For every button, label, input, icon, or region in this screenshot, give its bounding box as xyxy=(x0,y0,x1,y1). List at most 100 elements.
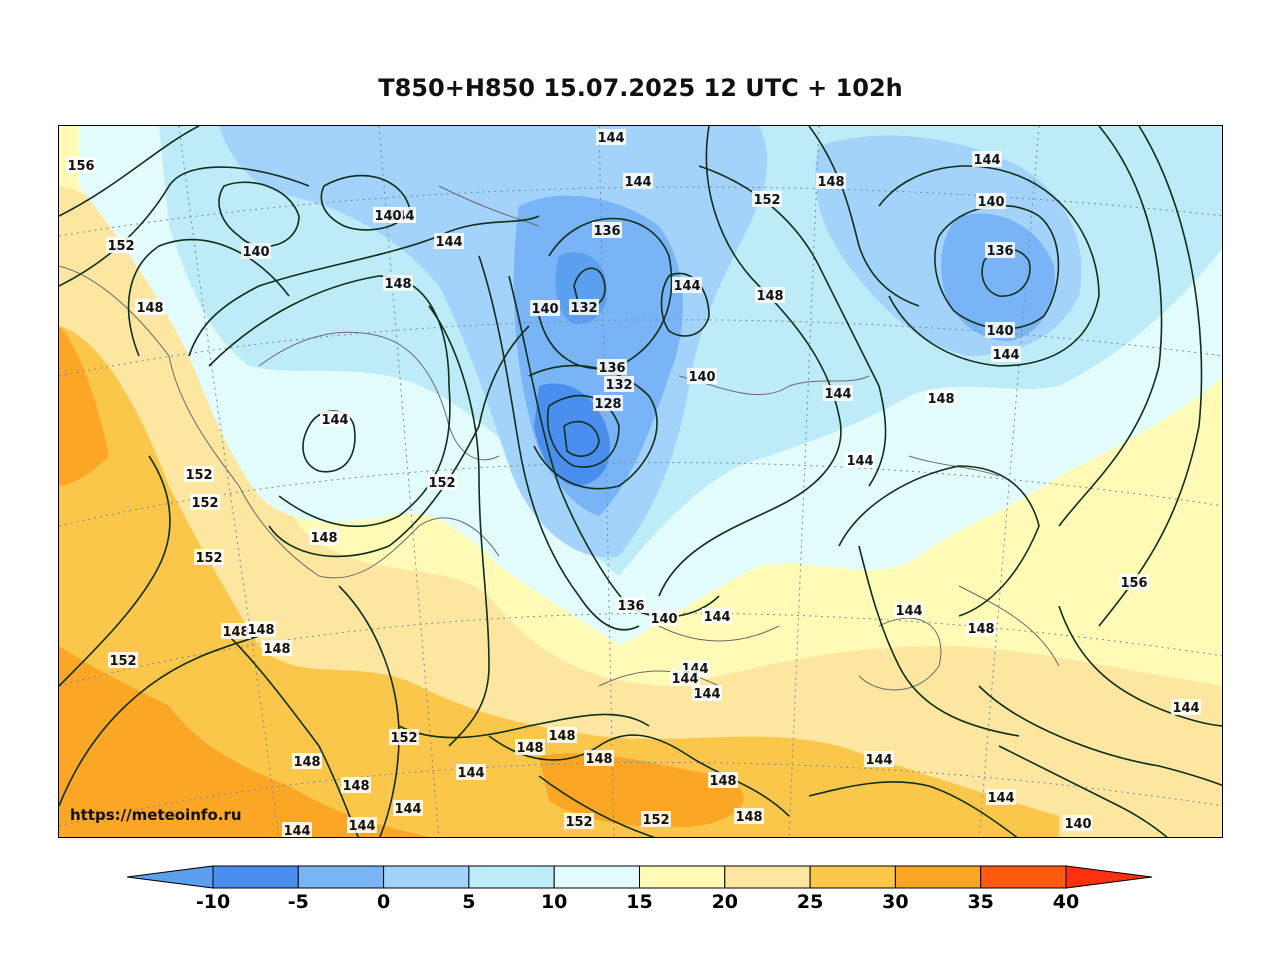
contour-label: 152 xyxy=(184,466,214,483)
colorbar-extend-high xyxy=(1065,865,1153,889)
contour-label: 132 xyxy=(604,376,634,393)
contour-label: 148 xyxy=(135,299,165,316)
svg-text:144: 144 xyxy=(435,235,462,250)
colorbar-tick-label: 25 xyxy=(796,891,824,913)
contour-label: 148 xyxy=(262,640,292,657)
contour-label: 156 xyxy=(1119,574,1149,591)
svg-text:144: 144 xyxy=(348,819,375,834)
svg-text:148: 148 xyxy=(735,810,762,825)
contour-label: 148 xyxy=(926,390,956,407)
svg-text:148: 148 xyxy=(222,625,249,640)
svg-text:136: 136 xyxy=(986,244,1013,259)
contour-label: 144 xyxy=(702,608,732,625)
contour-label: 144 xyxy=(692,685,722,702)
svg-text:152: 152 xyxy=(565,815,592,830)
contour-label: 152 xyxy=(190,494,220,511)
svg-text:144: 144 xyxy=(895,604,922,619)
contour-label: 144 xyxy=(1171,699,1201,716)
svg-text:140: 140 xyxy=(688,370,715,385)
contour-label: 140 xyxy=(241,243,271,260)
svg-text:152: 152 xyxy=(195,551,222,566)
svg-text:144: 144 xyxy=(703,610,730,625)
svg-text:144: 144 xyxy=(624,175,651,190)
contour-label: 128 xyxy=(593,395,623,412)
colorbar-extend-low xyxy=(126,865,214,889)
contour-label: 144 xyxy=(347,817,377,834)
contour-label: 144 xyxy=(456,764,486,781)
contour-label: 148 xyxy=(309,529,339,546)
svg-text:140: 140 xyxy=(531,302,558,317)
contour-label-layer: 156 152 148 140 144 144 144 140 144 152 … xyxy=(66,129,1201,838)
svg-text:144: 144 xyxy=(865,753,892,768)
svg-text:144: 144 xyxy=(992,348,1019,363)
svg-text:148: 148 xyxy=(263,642,290,657)
contour-label: 152 xyxy=(194,549,224,566)
svg-text:148: 148 xyxy=(548,729,575,744)
svg-text:144: 144 xyxy=(283,824,310,838)
svg-text:144: 144 xyxy=(693,687,720,702)
map-canvas: 156 152 148 140 144 144 144 140 144 152 … xyxy=(59,126,1222,838)
contour-label: 148 xyxy=(246,621,276,638)
coastlines xyxy=(59,185,1060,691)
colorbar-tick-label: 15 xyxy=(626,891,653,913)
contour-label: 144 xyxy=(320,411,350,428)
colorbar-segments xyxy=(126,865,1153,889)
svg-text:144: 144 xyxy=(987,791,1014,806)
contour-label: 144 xyxy=(972,151,1002,168)
svg-text:136: 136 xyxy=(598,361,625,376)
contour-label: 144 xyxy=(623,173,653,190)
svg-text:140: 140 xyxy=(242,245,269,260)
colorbar-tick-label: -5 xyxy=(287,891,309,913)
contour-label: 140 xyxy=(373,207,403,224)
colorbar-segment xyxy=(809,865,896,889)
contour-label: 152 xyxy=(108,652,138,669)
contour-label: 140 xyxy=(976,193,1006,210)
svg-text:144: 144 xyxy=(824,387,851,402)
svg-text:152: 152 xyxy=(390,731,417,746)
svg-text:140: 140 xyxy=(986,324,1013,339)
contour-label: 144 xyxy=(393,800,423,817)
svg-text:152: 152 xyxy=(642,813,669,828)
svg-text:132: 132 xyxy=(570,301,597,316)
colorbar-tick-label: 40 xyxy=(1052,891,1080,913)
map-title: T850+H850 15.07.2025 12 UTC + 102h xyxy=(378,74,903,102)
contour-label: 148 xyxy=(816,173,846,190)
contour-label: 152 xyxy=(752,191,782,208)
contour-label: 152 xyxy=(641,811,671,828)
svg-text:140: 140 xyxy=(374,209,401,224)
contour-label: 144 xyxy=(596,129,626,146)
colorbar-segment xyxy=(894,865,982,889)
contour-label: 148 xyxy=(515,739,545,756)
temperature-colorbar xyxy=(126,865,1153,889)
contour-label: 144 xyxy=(823,385,853,402)
svg-text:144: 144 xyxy=(973,153,1000,168)
contour-label: 144 xyxy=(864,751,894,768)
contour-label: 144 xyxy=(670,670,700,687)
contour-label: 148 xyxy=(755,287,785,304)
contour-label: 144 xyxy=(991,346,1021,363)
svg-text:136: 136 xyxy=(617,599,644,614)
svg-text:156: 156 xyxy=(1120,576,1147,591)
contour-label: 144 xyxy=(894,602,924,619)
svg-text:152: 152 xyxy=(109,654,136,669)
svg-text:144: 144 xyxy=(671,672,698,687)
contour-label: 144 xyxy=(282,822,312,838)
svg-text:128: 128 xyxy=(594,397,621,412)
contour-label: 152 xyxy=(106,237,136,254)
map-panel: 156 152 148 140 144 144 144 140 144 152 … xyxy=(58,125,1223,838)
contour-label: 148 xyxy=(341,777,371,794)
contour-label: 132 xyxy=(569,299,599,316)
colorbar-segment xyxy=(553,865,641,889)
contour-label: 148 xyxy=(966,620,996,637)
contour-label: 148 xyxy=(584,750,614,767)
svg-text:144: 144 xyxy=(394,802,421,817)
contour-label: 140 xyxy=(687,368,717,385)
svg-text:148: 148 xyxy=(247,623,274,638)
contour-label: 136 xyxy=(616,597,646,614)
svg-text:148: 148 xyxy=(310,531,337,546)
contour-label: 144 xyxy=(845,452,875,469)
contour-label: 148 xyxy=(292,753,322,770)
contour-label: 156 xyxy=(66,157,96,174)
svg-text:148: 148 xyxy=(756,289,783,304)
contour-label: 148 xyxy=(547,727,577,744)
